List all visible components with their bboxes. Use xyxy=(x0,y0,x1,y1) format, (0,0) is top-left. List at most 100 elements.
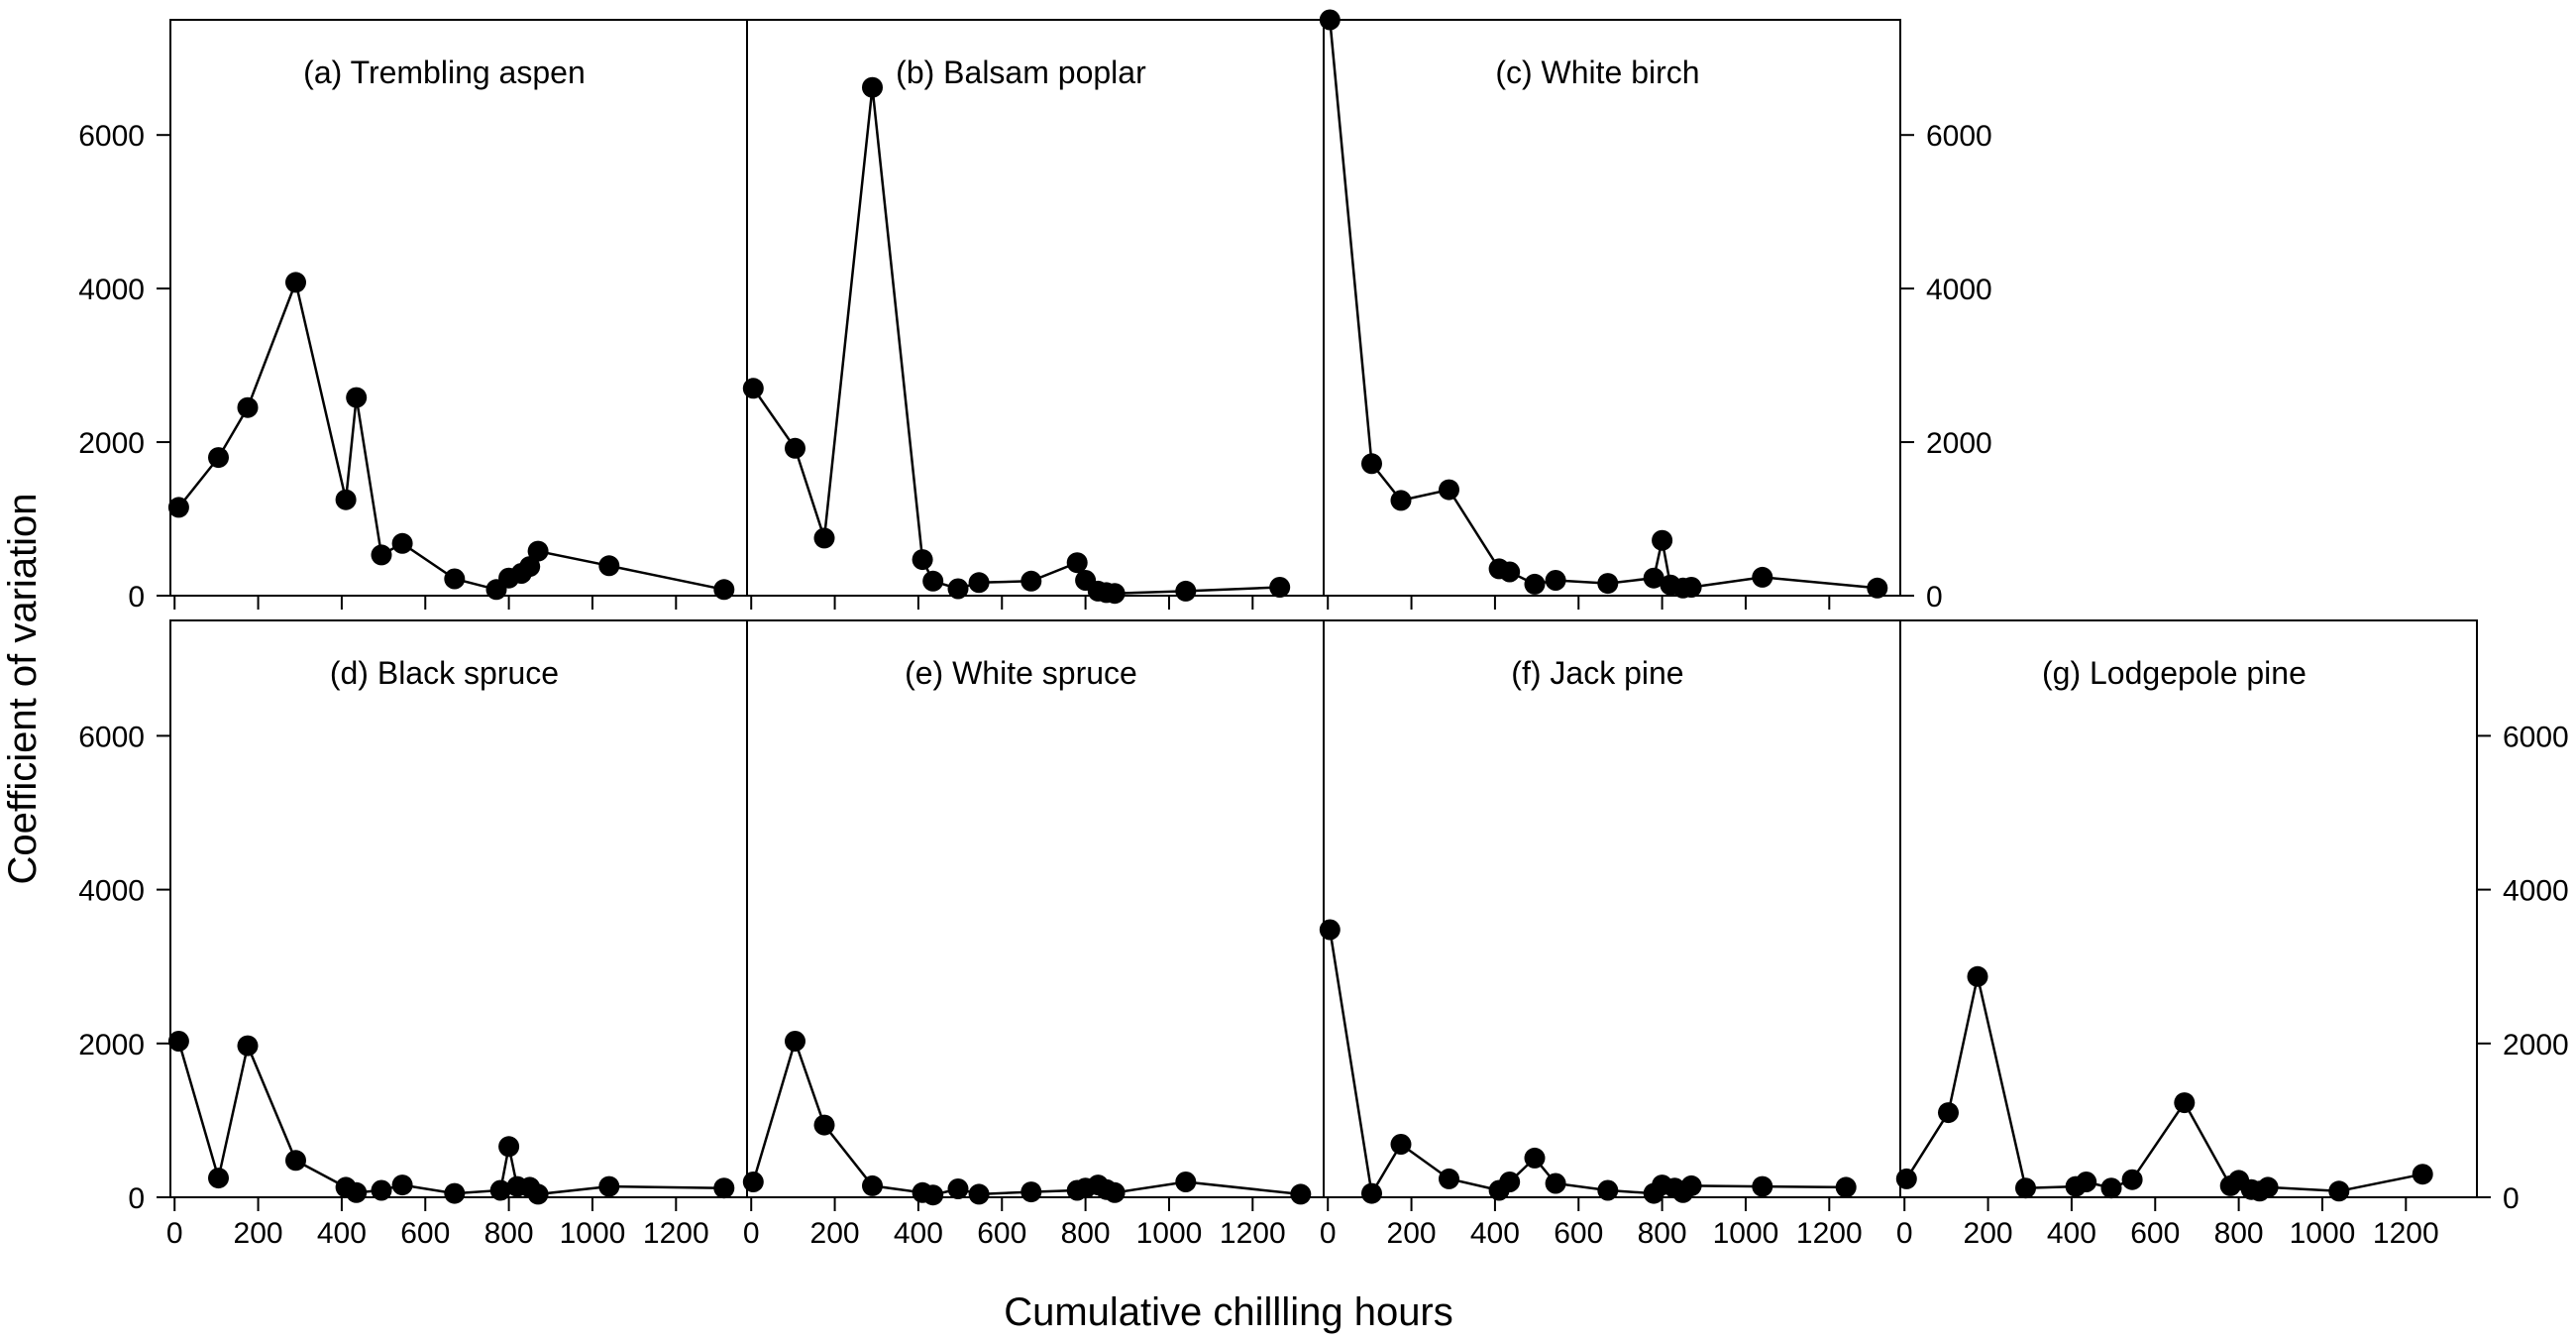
data-point xyxy=(1290,1183,1312,1205)
panel-title: (c) White birch xyxy=(1495,55,1699,90)
data-point xyxy=(598,555,620,577)
y-tick-label: 2000 xyxy=(2503,1029,2569,1062)
y-tick-label: 4000 xyxy=(78,875,145,908)
data-point xyxy=(1545,1173,1566,1194)
x-tick-label: 1000 xyxy=(560,1217,626,1250)
x-tick-label: 200 xyxy=(234,1217,283,1250)
data-point xyxy=(1752,566,1773,588)
series-line xyxy=(752,87,1280,595)
data-point xyxy=(922,1184,944,1206)
data-point xyxy=(1499,561,1521,583)
x-tick-label: 1200 xyxy=(1220,1217,1286,1250)
data-point xyxy=(346,387,368,408)
data-point xyxy=(391,1174,413,1196)
x-tick-label: 1000 xyxy=(2290,1217,2356,1250)
data-point xyxy=(1439,479,1459,501)
data-point xyxy=(742,1172,764,1192)
x-tick-label: 1000 xyxy=(1713,1217,1779,1250)
data-point xyxy=(862,1174,883,1196)
axes: 0 200 400 600 800 1000 1200 0 200 400 600 800 1000 12… xyxy=(78,120,2569,1250)
data-point xyxy=(519,556,541,578)
data-point xyxy=(2076,1172,2097,1192)
x-tick-label: 200 xyxy=(810,1217,860,1250)
panel-title: (d) Black spruce xyxy=(330,655,559,691)
data-point xyxy=(742,378,764,399)
panel-frame xyxy=(169,19,748,597)
data-point xyxy=(1319,919,1341,941)
data-point xyxy=(713,579,735,601)
y-tick-label: 6000 xyxy=(78,721,145,753)
x-tick-label: 600 xyxy=(977,1217,1026,1250)
data-point xyxy=(598,1175,620,1197)
series-line xyxy=(752,1037,1301,1196)
y-tick-label: 4000 xyxy=(2503,875,2569,908)
data-point xyxy=(1361,453,1382,475)
panel-frame xyxy=(746,19,1325,597)
y-tick-label: 0 xyxy=(128,1182,145,1215)
data-point xyxy=(1652,529,1673,551)
data-point xyxy=(2174,1092,2196,1114)
x-tick-label: 1200 xyxy=(643,1217,709,1250)
data-point xyxy=(1835,1176,1857,1198)
data-point xyxy=(968,572,990,594)
x-tick-label: 0 xyxy=(166,1217,183,1250)
data-point xyxy=(444,1182,466,1204)
data-point xyxy=(2015,1177,2036,1199)
data-point xyxy=(713,1177,735,1199)
x-tick-label: 1000 xyxy=(1136,1217,1203,1250)
data-point xyxy=(947,1178,969,1199)
data-point xyxy=(1020,1181,1042,1203)
data-point xyxy=(813,527,835,549)
data-point xyxy=(1545,570,1566,591)
data-point xyxy=(208,447,229,469)
x-tick-label: 400 xyxy=(1470,1217,1520,1250)
x-tick-label: 0 xyxy=(743,1217,760,1250)
x-tick-label: 800 xyxy=(2214,1217,2264,1250)
data-point xyxy=(1895,1168,1917,1189)
y-tick-label: 6000 xyxy=(1926,120,1992,153)
data-point xyxy=(1597,1179,1619,1201)
x-tick-label: 600 xyxy=(1554,1217,1603,1250)
y-tick-label: 4000 xyxy=(1926,274,1992,306)
data-point xyxy=(1175,580,1197,602)
data-point xyxy=(1524,1147,1546,1169)
data-point xyxy=(1390,1134,1412,1155)
data-point xyxy=(2328,1180,2350,1202)
series-line xyxy=(1329,19,1878,590)
data-point xyxy=(813,1114,835,1136)
panel-frame xyxy=(1323,619,1901,1198)
y-tick-label: 4000 xyxy=(78,274,145,306)
data-point xyxy=(1020,570,1042,592)
data-point xyxy=(237,1035,259,1057)
data-point xyxy=(1524,573,1546,595)
data-point xyxy=(2100,1177,2122,1199)
x-tick-label: 400 xyxy=(2047,1217,2096,1250)
series-line xyxy=(1905,976,2423,1193)
y-axis-title: Coefficient of variation xyxy=(1,493,45,884)
data-point xyxy=(1752,1175,1773,1197)
panel-title: (f) Jack pine xyxy=(1511,655,1683,691)
data-point xyxy=(2121,1169,2143,1190)
panel-frame xyxy=(1899,619,2478,1198)
panel-frame xyxy=(169,619,748,1198)
data-point xyxy=(1390,490,1412,511)
y-tick-label: 2000 xyxy=(1926,427,1992,460)
data-point xyxy=(922,570,944,592)
panel-title: (g) Lodgepole pine xyxy=(2042,655,2307,691)
data-point xyxy=(968,1183,990,1205)
data-point xyxy=(1938,1102,1959,1124)
panel-titles: (a) Trembling aspen (b) Balsam poplar (c) … xyxy=(303,55,2307,691)
x-tick-label: 400 xyxy=(317,1217,367,1250)
data-point xyxy=(498,1136,520,1158)
data-point xyxy=(371,1179,392,1201)
data-point xyxy=(1967,965,1988,987)
x-tick-label: 600 xyxy=(400,1217,450,1250)
y-tick-label: 6000 xyxy=(2503,721,2569,753)
data-point xyxy=(167,1031,189,1052)
data-point xyxy=(1597,573,1619,595)
data-point xyxy=(237,396,259,418)
x-tick-label: 800 xyxy=(1061,1217,1111,1250)
data-point xyxy=(1643,567,1664,589)
data-point xyxy=(527,540,549,562)
